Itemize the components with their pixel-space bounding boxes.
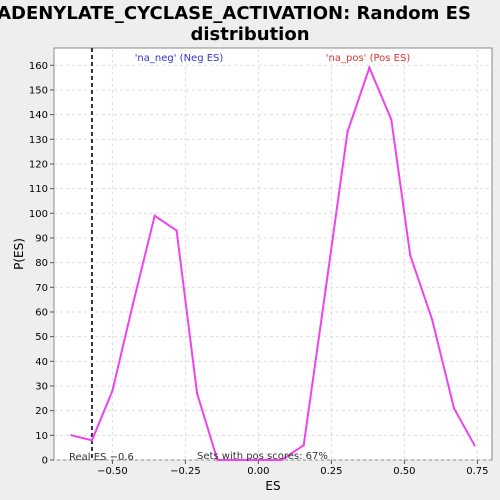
x-axis-label: ES [265, 479, 280, 493]
plot-area [53, 47, 493, 461]
pos-es-label: 'na_pos' (Pos ES) [326, 53, 411, 64]
series-line [71, 64, 476, 461]
y-axis-label: P(ES) [12, 238, 26, 270]
y-axis-ticks: 0 10 20 30 40 50 60 70 80 90 100 110 120 130 140 150 160 [29, 61, 54, 467]
chart-title-line2: distribution [190, 24, 309, 45]
y-tick-label: 90 [35, 233, 48, 244]
x-tick-label: 0.50 [393, 466, 415, 477]
data-point [346, 130, 349, 134]
data-point [131, 303, 135, 306]
y-tick-label: 50 [35, 332, 48, 343]
x-tick-label: 0.00 [247, 466, 269, 477]
grid [54, 48, 492, 461]
y-tick-label: 160 [29, 61, 48, 72]
data-point [153, 214, 156, 217]
y-tick-label: 60 [35, 307, 48, 318]
data-point [409, 254, 412, 257]
data-point [175, 229, 178, 232]
chart-title-line1: ADENYLATE_CYCLASE_ACTIVATION: Random ES [0, 3, 471, 24]
data-point [368, 66, 371, 69]
pos-scores-label: Sets with pos scores: 67% [197, 451, 328, 462]
x-tick-label: −0.25 [170, 466, 201, 477]
data-point [452, 406, 456, 410]
data-point [90, 439, 94, 442]
y-tick-label: 110 [29, 184, 48, 195]
data-points [70, 66, 476, 462]
y-tick-label: 40 [35, 357, 48, 368]
data-point [302, 443, 305, 447]
neg-es-label: 'na_neg' (Neg ES) [135, 53, 224, 64]
x-tick-label: 0.75 [466, 466, 488, 477]
data-point [195, 392, 199, 395]
data-point [390, 118, 393, 121]
y-tick-label: 30 [35, 381, 48, 392]
x-tick-label: −0.50 [97, 466, 128, 477]
data-point [280, 458, 283, 462]
data-point [70, 434, 73, 437]
x-tick-label: 0.25 [320, 466, 342, 477]
y-tick-label: 0 [42, 456, 48, 467]
data-point [430, 318, 434, 321]
data-point [324, 288, 327, 291]
data-point [257, 458, 260, 462]
y-tick-label: 20 [35, 406, 48, 417]
y-tick-label: 10 [35, 431, 48, 442]
y-tick-label: 80 [35, 258, 48, 269]
y-tick-label: 150 [29, 85, 48, 96]
data-point [111, 389, 114, 393]
real-es-label: Real ES −0.6 [69, 452, 134, 463]
data-point [473, 443, 476, 447]
y-tick-label: 130 [29, 135, 48, 146]
y-tick-label: 140 [29, 110, 48, 121]
data-point [216, 458, 219, 462]
y-tick-label: 70 [35, 283, 48, 294]
x-axis-ticks: −0.50 −0.25 0.00 0.25 0.50 0.75 [97, 460, 489, 477]
y-tick-label: 120 [29, 159, 48, 170]
data-point [236, 458, 240, 462]
y-tick-label: 100 [29, 209, 48, 220]
